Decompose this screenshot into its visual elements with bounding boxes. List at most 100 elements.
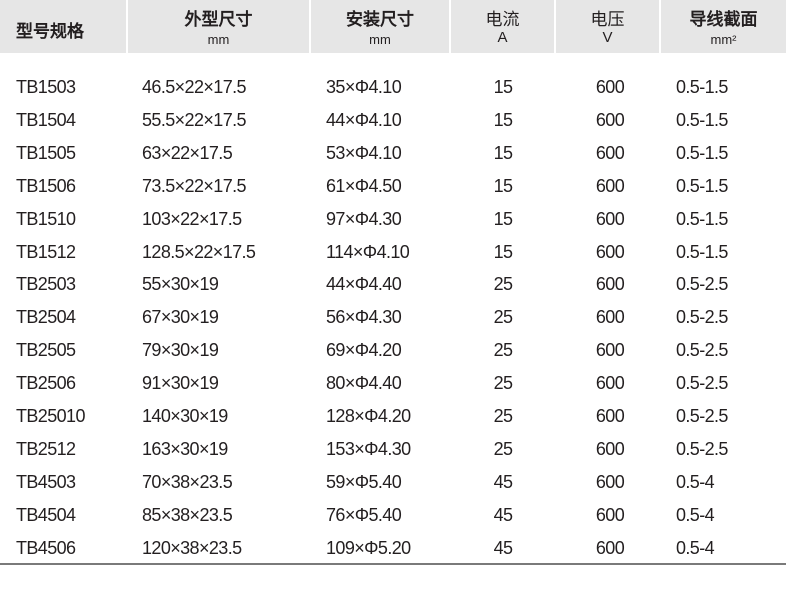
cell-mount-size: 128×Φ4.20 [326,406,411,426]
cell-model: TB1505 [16,142,76,163]
cell-current: 15 [493,241,513,262]
cell-model: TB1504 [16,109,76,130]
cell-mount-size: 109×Φ5.20 [326,537,411,558]
cell-model: TB2504 [16,307,76,328]
cell-model: TB4506 [16,537,76,558]
table-row: TB25010 140×30×19 128×Φ4.20 25 600 0.5-2.5 [0,400,786,433]
cell-outer-size: 63×22×17.5 [142,142,233,163]
header-model: 型号规格 [0,0,126,53]
cell-current: 45 [493,537,513,558]
cell-current: 25 [493,274,513,295]
cell-wire-section: 0.5-2.5 [676,307,728,328]
cell-mount-size: 97×Φ4.30 [326,208,402,229]
table-row: TB2506 91×30×19 80×Φ4.40 25 600 0.5-2.5 [0,367,786,400]
header-current-unit: A [497,29,508,46]
cell-outer-size: 55×30×19 [142,274,219,295]
table-row: TB1506 73.5×22×17.5 61×Φ4.50 15 600 0.5-1.5 [0,170,786,203]
cell-mount-size: 76×Φ5.40 [326,504,402,525]
cell-mount-size: 44×Φ4.10 [326,109,402,130]
cell-voltage: 600 [595,537,625,558]
cell-wire-section: 0.5-1.5 [676,109,728,130]
table-row: TB1512 128.5×22×17.5 114×Φ4.10 15 600 0.5-1.5 [0,236,786,269]
cell-voltage: 600 [595,109,625,130]
cell-wire-section: 0.5-1.5 [676,142,728,163]
cell-mount-size: 59×Φ5.40 [326,471,402,492]
table-row: TB4503 70×38×23.5 59×Φ5.40 45 600 0.5-4 [0,466,786,499]
cell-mount-size: 153×Φ4.30 [326,438,411,459]
cell-voltage: 600 [595,175,625,196]
cell-voltage: 600 [595,373,625,394]
cell-voltage: 600 [595,471,625,492]
header-mount-size-unit: mm [369,32,391,47]
cell-voltage: 600 [595,438,625,459]
cell-outer-size: 73.5×22×17.5 [142,175,247,196]
cell-model: TB4504 [16,504,76,525]
cell-mount-size: 35×Φ4.10 [326,77,402,97]
table-row: TB4504 85×38×23.5 76×Φ5.40 45 600 0.5-4 [0,499,786,532]
cell-model: TB1506 [16,175,76,196]
cell-mount-size: 80×Φ4.40 [326,373,402,394]
header-outer-size-unit: mm [207,32,230,47]
cell-wire-section: 0.5-1.5 [676,175,728,196]
cell-outer-size: 103×22×17.5 [142,208,242,229]
table-row: TB1504 55.5×22×17.5 44×Φ4.10 15 600 0.5-1.5 [0,104,786,137]
cell-wire-section: 0.5-1.5 [676,241,728,262]
cell-voltage: 600 [595,504,625,525]
header-mount-size-label: 安装尺寸 [346,10,414,29]
cell-model: TB2503 [16,274,76,295]
cell-outer-size: 70×38×23.5 [142,471,233,492]
cell-wire-section: 0.5-2.5 [676,406,728,426]
table-row: TB2503 55×30×19 44×Φ4.40 25 600 0.5-2.5 [0,268,786,301]
cell-current: 25 [493,406,513,426]
cell-wire-section: 0.5-2.5 [676,274,728,295]
table-row: TB1510 103×22×17.5 97×Φ4.30 15 600 0.5-1.5 [0,203,786,236]
cell-outer-size: 85×38×23.5 [142,504,233,525]
header-current-label: 电流 [485,10,520,29]
table-row: TB4506 120×38×23.5 109×Φ5.20 45 600 0.5-4 [0,532,786,565]
cell-mount-size: 61×Φ4.50 [326,175,402,196]
cell-current: 15 [493,77,513,97]
cell-wire-section: 0.5-1.5 [676,208,728,229]
cell-mount-size: 114×Φ4.10 [326,241,410,262]
cell-outer-size: 46.5×22×17.5 [142,77,247,97]
cell-voltage: 600 [595,77,625,97]
header-outer-size-label: 外型尺寸 [184,10,253,29]
cell-current: 15 [493,175,513,196]
cell-wire-section: 0.5-2.5 [676,438,728,459]
cell-voltage: 600 [595,406,625,426]
cell-mount-size: 44×Φ4.40 [326,274,402,295]
cell-outer-size: 55.5×22×17.5 [142,109,247,130]
header-wire-section: 导线截面 mm² [661,0,786,53]
cell-current: 15 [493,142,513,163]
cell-wire-section: 0.5-2.5 [676,340,728,361]
header-voltage-label: 电压 [590,10,625,29]
cell-wire-section: 0.5-4 [676,504,715,525]
cell-current: 25 [493,340,513,361]
cell-model: TB1503 [16,77,76,97]
cell-model: TB1510 [16,208,76,229]
cell-wire-section: 0.5-4 [676,537,715,558]
header-model-label: 型号规格 [16,22,84,41]
cell-current: 15 [493,208,513,229]
cell-model: TB4503 [16,471,76,492]
cell-current: 25 [493,307,513,328]
cell-model: TB25010 [16,406,85,426]
cell-current: 25 [493,373,513,394]
cell-outer-size: 128.5×22×17.5 [142,241,256,262]
cell-model: TB2512 [16,438,76,459]
cell-mount-size: 56×Φ4.30 [326,307,402,328]
cell-current: 45 [493,504,513,525]
header-voltage: 电压 V [556,0,659,53]
cell-voltage: 600 [595,241,625,262]
cell-current: 15 [493,109,513,130]
header-voltage-unit: V [602,29,613,46]
table-row: TB1505 63×22×17.5 53×Φ4.10 15 600 0.5-1.5 [0,137,786,170]
cell-model: TB1512 [16,241,76,262]
table-row: TB1503 46.5×22×17.5 35×Φ4.10 15 600 0.5-1.5 [0,71,786,104]
table-row: TB2505 79×30×19 69×Φ4.20 25 600 0.5-2.5 [0,334,786,367]
cell-wire-section: 0.5-1.5 [676,77,728,97]
cell-model: TB2505 [16,340,76,361]
cell-outer-size: 120×38×23.5 [142,537,242,558]
header-current: 电流 A [451,0,554,53]
table-row: TB2504 67×30×19 56×Φ4.30 25 600 0.5-2.5 [0,301,786,334]
